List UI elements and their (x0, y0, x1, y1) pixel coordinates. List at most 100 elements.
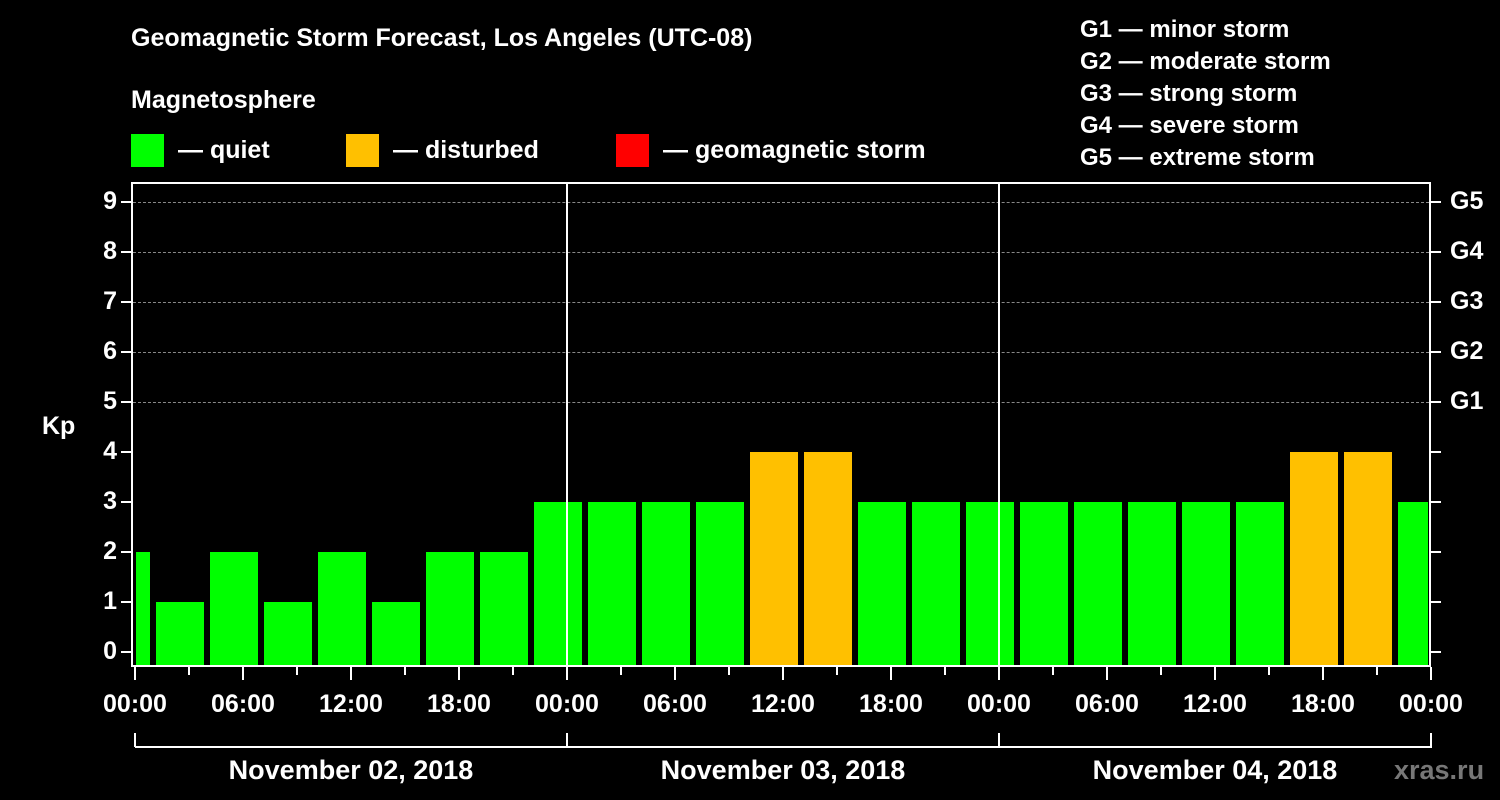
x-tick-label: 18:00 (859, 690, 923, 718)
legend-quiet-label: — quiet (178, 136, 270, 164)
kp-bar (1290, 452, 1338, 665)
disturbed-swatch-icon (346, 134, 379, 167)
kp-bar (588, 502, 636, 665)
x-tick (836, 667, 838, 675)
x-tick (242, 667, 244, 680)
y-tick (121, 351, 131, 353)
gridline (133, 252, 1429, 253)
y-tick-right (1431, 351, 1441, 353)
y-tick-label: 2 (103, 537, 117, 565)
gridline (133, 402, 1429, 403)
x-tick (1322, 667, 1324, 680)
x-tick-label: 12:00 (1183, 690, 1247, 718)
g-scale-legend: G1 — minor storm G2 — moderate storm G3 … (1080, 14, 1331, 174)
kp-bar (1398, 502, 1428, 665)
gridline (133, 202, 1429, 203)
day-divider (566, 182, 568, 667)
x-tick (1268, 667, 1270, 675)
plot-frame (131, 182, 1431, 667)
y-tick-right (1431, 451, 1441, 453)
x-tick (1214, 667, 1216, 680)
kp-bar (696, 502, 744, 665)
kp-bar (1128, 502, 1176, 665)
x-tick (728, 667, 730, 675)
day-bracket-end (134, 733, 136, 747)
kp-bar (1344, 452, 1392, 665)
x-tick (512, 667, 514, 675)
y-tick (121, 501, 131, 503)
chart-title: Geomagnetic Storm Forecast, Los Angeles … (131, 24, 753, 52)
day-bracket (999, 746, 1432, 748)
x-tick-label: 12:00 (751, 690, 815, 718)
y-tick-label: 8 (103, 237, 117, 265)
kp-bar (534, 502, 582, 665)
y-tick-right (1431, 251, 1441, 253)
y-tick (121, 201, 131, 203)
y-tick-label: 9 (103, 187, 117, 215)
x-tick-label: 06:00 (1075, 690, 1139, 718)
y-tick-label: 4 (103, 437, 117, 465)
g-tick-label: G5 (1450, 187, 1484, 215)
kp-bar (1074, 502, 1122, 665)
kp-bar (136, 552, 150, 665)
kp-bar (210, 552, 258, 665)
kp-bar (426, 552, 474, 665)
x-tick (1430, 667, 1432, 680)
x-tick (134, 667, 136, 680)
g-legend-item: G5 — extreme storm (1080, 144, 1315, 171)
x-tick (620, 667, 622, 675)
day-bracket (135, 746, 568, 748)
x-tick-label: 00:00 (1399, 690, 1463, 718)
g-legend-item: G2 — moderate storm (1080, 48, 1331, 75)
y-tick (121, 551, 131, 553)
y-tick-right (1431, 501, 1441, 503)
x-tick (1376, 667, 1378, 675)
x-tick (674, 667, 676, 680)
day-divider (998, 182, 1000, 667)
kp-bar (264, 602, 312, 665)
day-bracket-end (998, 733, 1000, 747)
legend-storm: — geomagnetic storm (616, 134, 926, 167)
legend-quiet: — quiet (131, 134, 270, 167)
day-label: November 04, 2018 (1092, 755, 1338, 785)
kp-bar (1020, 502, 1068, 665)
kp-bar (480, 552, 528, 665)
x-tick (998, 667, 1000, 680)
y-tick (121, 301, 131, 303)
y-tick-label: 0 (103, 637, 117, 665)
x-tick (404, 667, 406, 675)
legend-disturbed-label: — disturbed (393, 136, 539, 164)
x-tick-label: 12:00 (319, 690, 383, 718)
kp-bar (858, 502, 906, 665)
day-bracket (567, 746, 1000, 748)
y-tick-right (1431, 401, 1441, 403)
g-tick-label: G3 (1450, 287, 1484, 315)
g-tick-label: G2 (1450, 337, 1484, 365)
x-tick (350, 667, 352, 680)
y-tick-right (1431, 301, 1441, 303)
kp-bar (318, 552, 366, 665)
day-bracket-end (1430, 733, 1432, 747)
y-tick (121, 451, 131, 453)
legend-storm-label: — geomagnetic storm (663, 136, 926, 164)
y-tick-right (1431, 651, 1441, 653)
x-tick (1160, 667, 1162, 675)
kp-bar (750, 452, 798, 665)
y-tick-label: 5 (103, 387, 117, 415)
x-tick-label: 06:00 (643, 690, 707, 718)
kp-bar (912, 502, 960, 665)
g-legend-item: G3 — strong storm (1080, 80, 1298, 107)
x-tick (1106, 667, 1108, 680)
y-tick-label: 6 (103, 337, 117, 365)
g-tick-label: G1 (1450, 387, 1484, 415)
y-tick-label: 1 (103, 587, 117, 615)
x-tick (782, 667, 784, 680)
x-tick (890, 667, 892, 680)
day-label: November 03, 2018 (660, 755, 906, 785)
legend-disturbed: — disturbed (346, 134, 539, 167)
y-tick-right (1431, 601, 1441, 603)
g-legend-item: G1 — minor storm (1080, 16, 1290, 43)
y-tick-right (1431, 201, 1441, 203)
y-axis-label: Kp (42, 412, 76, 440)
x-tick-label: 00:00 (967, 690, 1031, 718)
